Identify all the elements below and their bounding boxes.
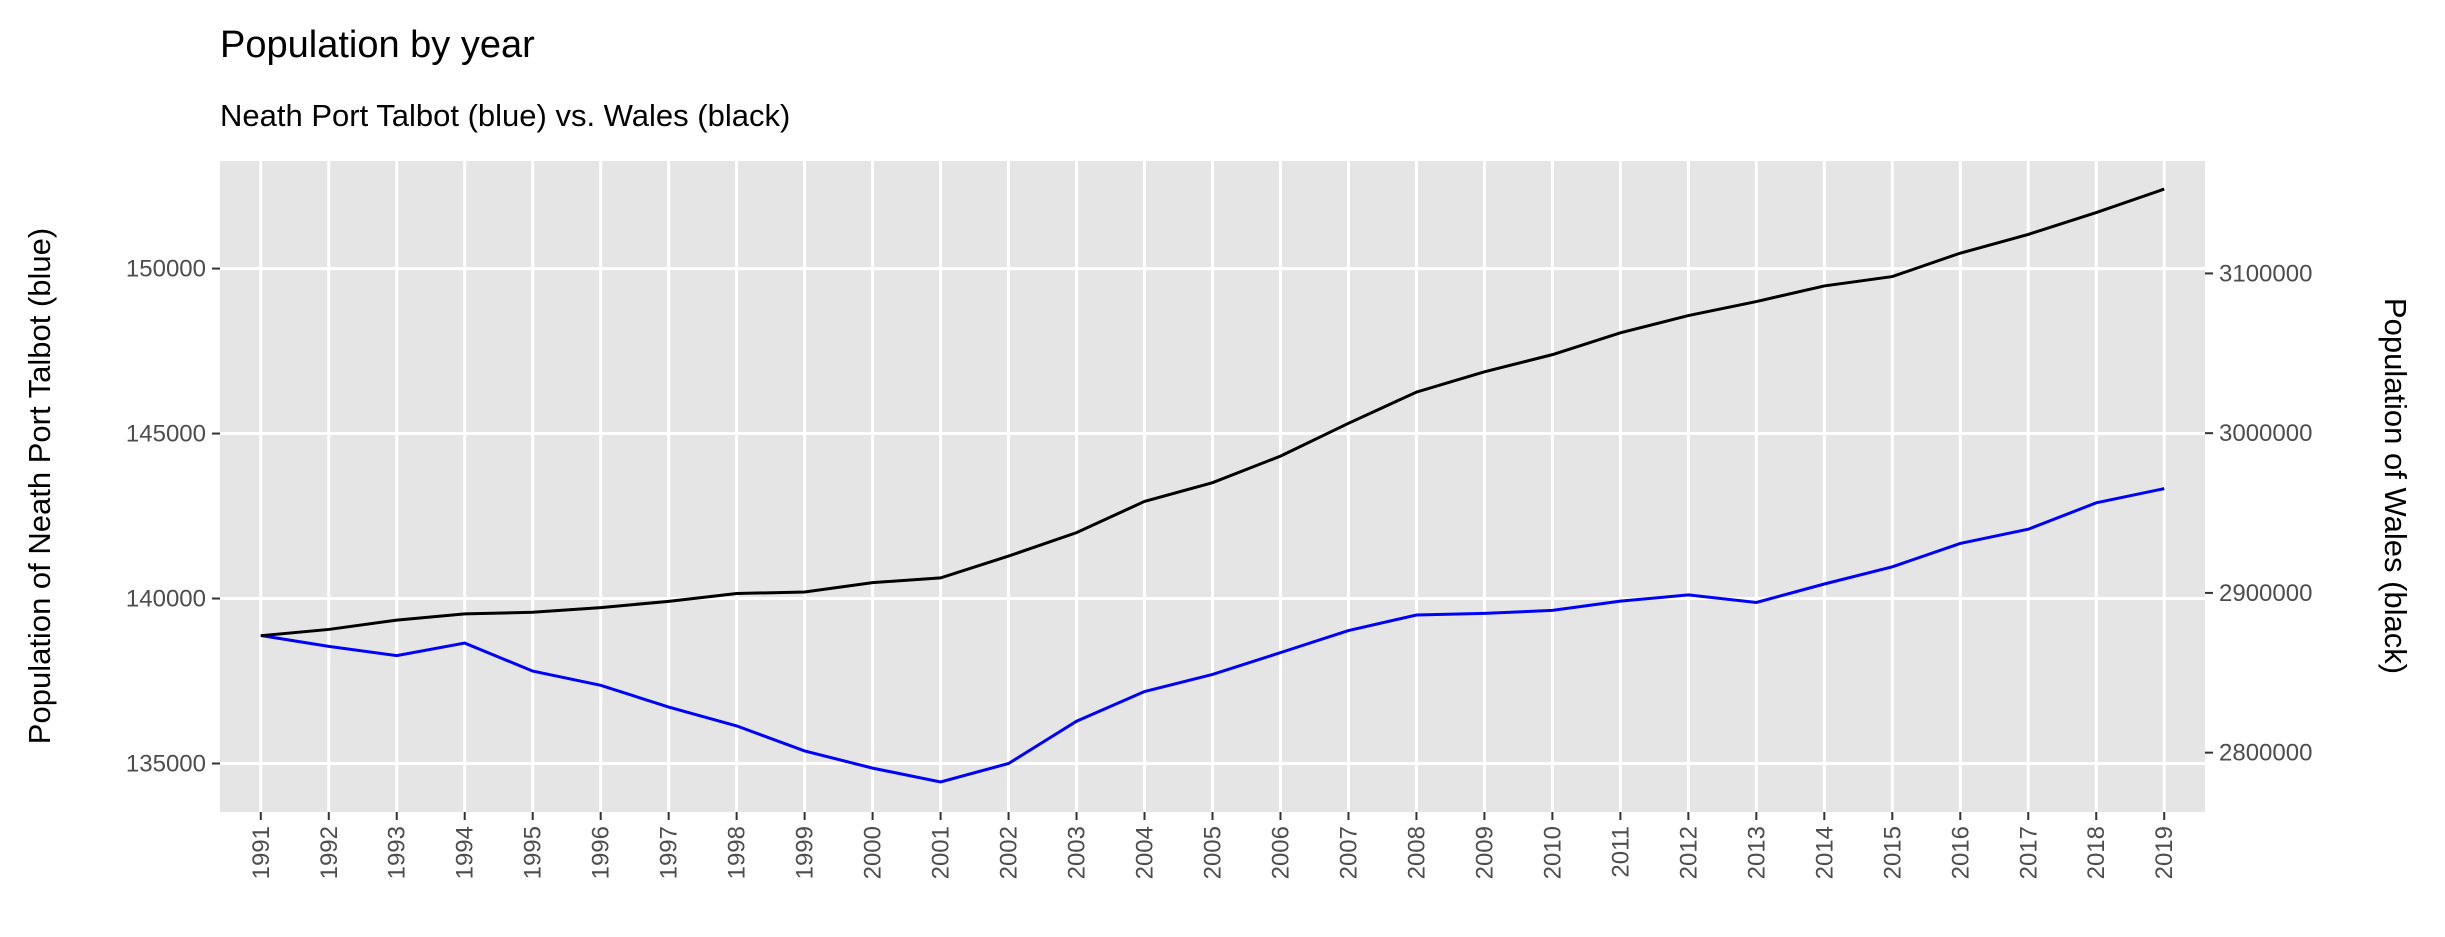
x-tick-label: 1998	[724, 826, 751, 879]
chart-subtitle: Neath Port Talbot (blue) vs. Wales (blac…	[220, 98, 790, 133]
y2-tick-label: 3000000	[2219, 420, 2312, 447]
x-tick-label: 1993	[384, 826, 411, 879]
y2-tick-label: 3100000	[2219, 260, 2312, 287]
x-tick-label: 2017	[2015, 826, 2042, 879]
x-tick-label: 2012	[1675, 826, 1702, 879]
x-tick-label: 1992	[316, 826, 343, 879]
y-tick-label: 135000	[126, 750, 206, 777]
x-tick-label: 2011	[1607, 826, 1634, 878]
x-tick-label: 2016	[1947, 826, 1974, 879]
x-tick-label: 2019	[2151, 826, 2178, 879]
x-tick-label: 2009	[1471, 826, 1498, 879]
x-tick-label: 1994	[452, 826, 479, 879]
series-line	[260, 187, 2165, 638]
x-tick-label: 1999	[792, 826, 819, 879]
x-tick-label: 2005	[1200, 826, 1227, 879]
x-tick-label: 2000	[860, 826, 887, 879]
x-tick-label: 2006	[1267, 826, 1294, 879]
y2-axis-title: Population of Wales (black)	[2378, 298, 2413, 674]
x-tick-label: 2015	[1879, 826, 1906, 879]
x-tick-label: 2018	[2083, 826, 2110, 879]
x-tick-label: 2003	[1064, 826, 1091, 879]
x-tick-label: 2007	[1335, 826, 1362, 879]
x-tick-label: 2002	[996, 826, 1023, 879]
x-tick-label: 2010	[1539, 826, 1566, 879]
chart-title: Population by year	[220, 24, 535, 66]
y-tick-label: 145000	[126, 421, 206, 448]
y-tick-label: 140000	[126, 586, 206, 613]
x-tick-label: 2001	[928, 826, 955, 879]
x-tick-label: 1995	[520, 826, 547, 879]
x-tick-label: 2014	[1811, 826, 1838, 879]
y2-tick-label: 2900000	[2219, 580, 2312, 607]
x-tick-label: 1996	[588, 826, 615, 879]
x-tick-label: 1991	[248, 826, 275, 879]
x-tick-label: 2004	[1132, 826, 1159, 879]
y-axis-title: Population of Neath Port Talbot (blue)	[22, 228, 57, 744]
y2-tick-label: 2800000	[2219, 740, 2312, 767]
x-tick-label: 2008	[1403, 826, 1430, 879]
y-tick-label: 150000	[126, 256, 206, 283]
series-line	[260, 487, 2165, 784]
x-tick-label: 1997	[656, 826, 683, 879]
x-tick-label: 2013	[1743, 826, 1770, 879]
